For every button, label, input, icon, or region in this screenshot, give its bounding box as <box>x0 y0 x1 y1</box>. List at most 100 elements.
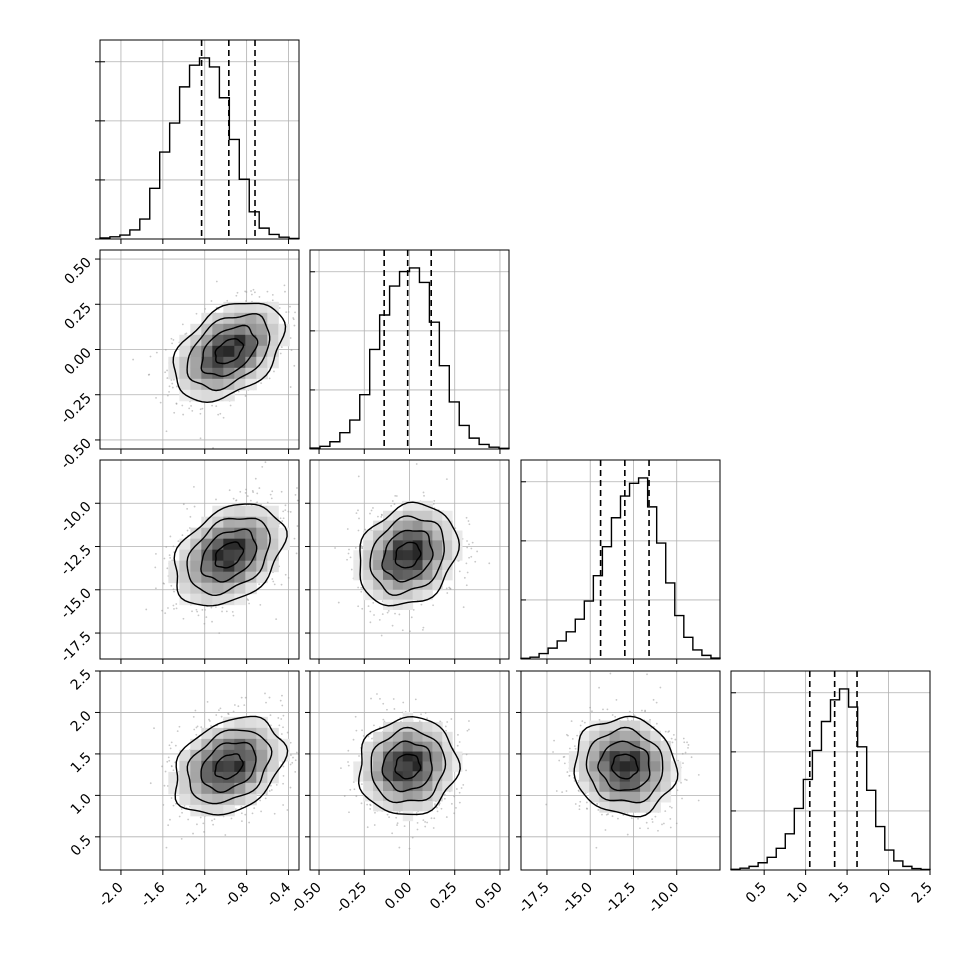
scatter-point <box>186 507 189 510</box>
panel-content <box>132 280 296 449</box>
scatter-point <box>232 497 235 500</box>
scatter-point <box>300 711 302 713</box>
scatter-point <box>357 605 360 608</box>
panel-content <box>340 693 470 850</box>
scatter-point <box>294 770 297 773</box>
scatter-point <box>248 602 250 605</box>
scatter-point <box>168 744 171 747</box>
panel-1-1 <box>309 249 510 454</box>
scatter-point <box>210 725 212 727</box>
density-cell <box>412 579 424 591</box>
scatter-point <box>244 395 247 397</box>
scatter-point <box>412 609 415 611</box>
scatter-point <box>372 602 375 604</box>
density-cell <box>256 538 268 551</box>
density-cell <box>179 771 191 784</box>
density-cell <box>353 560 364 571</box>
scatter-point <box>466 546 469 549</box>
scatter-point <box>212 823 215 826</box>
scatter-point <box>286 809 289 811</box>
scatter-point <box>292 318 295 321</box>
scatter-point <box>217 413 220 416</box>
panel-content <box>334 463 491 637</box>
scatter-point <box>231 610 234 613</box>
scatter-point <box>391 832 394 835</box>
scatter-point <box>246 495 249 497</box>
scatter-point <box>240 812 243 815</box>
scatter-point <box>169 818 171 821</box>
scatter-point <box>169 747 172 750</box>
density-cell <box>223 345 235 358</box>
scatter-point <box>349 556 352 559</box>
scatter-point <box>273 370 275 373</box>
scatter-point <box>421 628 424 631</box>
scatter-point <box>408 847 411 850</box>
scatter-point <box>455 806 457 809</box>
scatter-point <box>181 534 184 537</box>
scatter-point <box>270 784 272 787</box>
density-cell <box>373 569 384 581</box>
scatter-point <box>289 786 292 789</box>
scatter-point <box>184 333 187 336</box>
scatter-point <box>354 546 357 549</box>
scatter-point <box>153 727 155 730</box>
scatter-point <box>366 826 369 829</box>
scatter-point <box>233 704 236 706</box>
scatter-point <box>432 827 435 829</box>
density-cell <box>190 738 202 751</box>
density-cell <box>234 749 246 762</box>
panel-1-0: -0.50-0.250.000.250.50 <box>58 249 300 472</box>
density-cell <box>245 345 257 358</box>
density-cell <box>212 345 224 358</box>
scatter-point <box>420 603 423 606</box>
scatter-point <box>237 390 240 393</box>
density-cell <box>278 334 290 347</box>
scatter-point <box>289 305 291 308</box>
density-cell <box>245 749 257 762</box>
histogram-1 <box>309 267 510 449</box>
scatter-point <box>164 348 167 351</box>
scatter-point <box>282 517 285 520</box>
density-cell <box>201 749 213 762</box>
density-cell <box>223 538 235 551</box>
scatter-point <box>357 586 360 589</box>
scatter-point <box>398 846 401 849</box>
density-cell <box>256 571 268 584</box>
scatter-point <box>180 837 183 840</box>
scatter-point <box>191 409 194 412</box>
scatter-point <box>470 555 473 558</box>
scatter-point <box>360 783 363 785</box>
scatter-point <box>213 818 216 821</box>
scatter-point <box>391 500 394 502</box>
scatter-point <box>266 290 269 293</box>
scatter-point <box>229 404 232 407</box>
density-cell <box>256 367 268 380</box>
scatter-point <box>219 707 222 710</box>
y-tick-label: 0.25 <box>61 300 94 333</box>
contour-line <box>186 517 271 597</box>
y-tick-label: 1.5 <box>68 749 95 776</box>
density-cell <box>382 599 394 611</box>
scatter-point <box>227 713 230 716</box>
scatter-point <box>278 724 281 727</box>
density-cell <box>256 716 268 729</box>
density-cell <box>245 716 257 729</box>
scatter-point <box>195 733 198 736</box>
density-cell <box>432 540 443 551</box>
scatter-point <box>171 386 174 389</box>
scatter-point <box>280 733 283 735</box>
density-cell <box>267 505 279 518</box>
density-cell <box>190 323 202 336</box>
scatter-point <box>196 725 199 728</box>
scatter-point <box>208 718 210 721</box>
density-cell <box>245 793 257 806</box>
scatter-point <box>386 611 389 614</box>
scatter-point <box>369 610 372 613</box>
scatter-point <box>282 510 285 513</box>
scatter-point <box>175 385 178 388</box>
scatter-point <box>393 503 396 506</box>
density-cell <box>223 389 235 402</box>
scatter-point <box>290 349 293 352</box>
x-tick-label: -1.6 <box>138 879 169 910</box>
scatter-point <box>343 795 346 797</box>
